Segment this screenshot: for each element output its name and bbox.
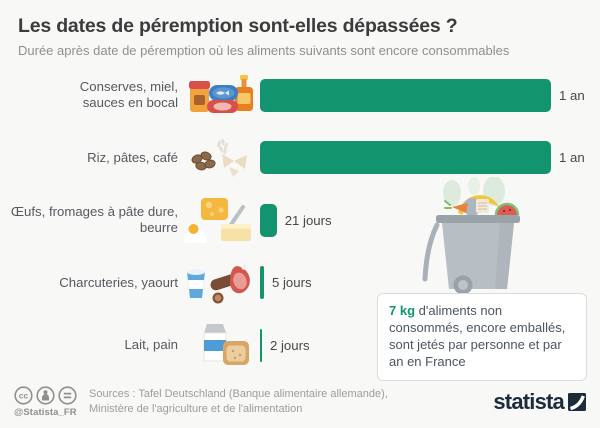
- bar-charcuteries-yaourt: [260, 266, 264, 300]
- chart-row-conserves: Conserves, miel, sauces en bocal: [0, 64, 600, 127]
- bar-conserves: [260, 78, 551, 112]
- value-label: 1 an: [559, 150, 585, 166]
- footer: cc @Statista_FR Sources : Tafel Deutschl…: [0, 376, 600, 428]
- value-label: 21 jours: [284, 212, 332, 228]
- food-waste-pile: [444, 195, 520, 216]
- category-label: Conserves, miel, sauces en bocal: [79, 78, 178, 111]
- category-label: Lait, pain: [124, 337, 178, 352]
- cold-cuts-yogurt-icon: [178, 260, 260, 306]
- milk-bread-icon: [178, 321, 260, 369]
- chart-row-oeufs-fromages-beurre: Œufs, fromages à pâte dure, beurre: [0, 189, 600, 252]
- bin-body: [442, 223, 514, 289]
- eggs-hard-cheese-butter-icon: [178, 197, 260, 244]
- svg-text:cc: cc: [19, 391, 29, 401]
- category-label: Œufs, fromages à pâte dure, beurre: [10, 203, 178, 236]
- statista-wordmark: statista: [493, 389, 564, 414]
- value-label: 1 an: [559, 87, 585, 103]
- bar-riz-pates-cafe: [260, 141, 551, 175]
- rice-pasta-coffee-icon: [178, 137, 260, 179]
- statista-logo-icon: [568, 393, 586, 411]
- license-block: cc @Statista_FR: [14, 386, 77, 418]
- trash-bin-illustration: [400, 176, 558, 297]
- statista-logo: statista: [493, 389, 586, 415]
- callout-highlight: 7 kg: [389, 303, 416, 318]
- category-label: Riz, pâtes, café: [87, 149, 178, 165]
- page-subtitle: Durée après date de péremption où les al…: [18, 43, 510, 58]
- page-title: Les dates de péremption sont-elles dépas…: [18, 15, 458, 37]
- category-label: Charcuteries, yaourt: [59, 274, 178, 290]
- cc-icon: cc: [14, 386, 33, 405]
- bin-lid: [436, 215, 520, 223]
- preserves-honey-jarred-sauces-icon: [178, 73, 260, 117]
- attribution-person-icon: [36, 386, 55, 405]
- value-label: 2 jours: [270, 337, 310, 353]
- header: Les dates de péremption sont-elles dépas…: [0, 0, 600, 58]
- bar-chart: Conserves, miel, sauces en bocal: [0, 64, 600, 377]
- chart-row-lait-pain: Lait, pain 2 jours: [0, 314, 600, 377]
- chart-row-riz-pates-cafe: Riz, pâtes, café: [0, 127, 600, 190]
- sources-text: Sources : Tafel Deutschland (Banque alim…: [89, 388, 388, 415]
- annotation-callout: 7 kg d'aliments non consommés, encore em…: [377, 293, 587, 381]
- chart-row-charcuteries-yaourt: Charcuteries, yaourt: [0, 252, 600, 315]
- statista-handle: @Statista_FR: [14, 407, 77, 418]
- bar-oeufs-fromages-beurre: [260, 203, 277, 237]
- value-label: 5 jours: [272, 275, 312, 291]
- equals-icon: [58, 386, 77, 405]
- bin-handle: [422, 222, 440, 282]
- bar-lait-pain: [260, 328, 262, 362]
- callout-text: d'aliments non consommés, encore emballé…: [389, 303, 566, 369]
